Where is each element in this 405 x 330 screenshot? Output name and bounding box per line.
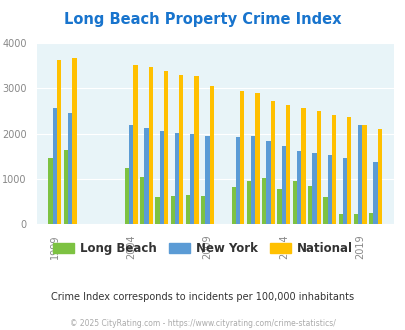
Bar [190,134,194,224]
Bar [255,93,259,224]
Bar [72,58,77,224]
Bar [148,67,153,224]
Bar [357,125,362,224]
Bar [285,105,290,224]
Bar [159,131,164,224]
Bar [64,149,68,224]
Bar [205,136,209,224]
Bar [311,153,316,224]
Bar [68,113,72,224]
Bar [179,75,183,224]
Bar [377,129,381,224]
Bar [301,108,305,224]
Text: © 2025 CityRating.com - https://www.cityrating.com/crime-statistics/: © 2025 CityRating.com - https://www.city… [70,319,335,328]
Bar [368,213,373,224]
Bar [316,112,320,224]
Bar [251,136,255,224]
Bar [266,141,270,224]
Bar [170,196,175,224]
Bar [353,214,357,224]
Text: Crime Index corresponds to incidents per 100,000 inhabitants: Crime Index corresponds to incidents per… [51,292,354,302]
Bar [338,214,342,224]
Bar [362,124,366,224]
Bar [48,158,53,224]
Bar [129,124,133,224]
Bar [235,137,240,224]
Bar [144,128,148,224]
Bar [270,101,274,224]
Bar [296,151,301,224]
Bar [277,189,281,224]
Bar [231,187,235,224]
Bar [307,186,311,224]
Bar [373,162,377,224]
Bar [124,168,129,224]
Bar [133,65,137,224]
Bar [155,197,159,224]
Bar [185,195,190,224]
Bar [246,181,251,224]
Text: Long Beach Property Crime Index: Long Beach Property Crime Index [64,12,341,26]
Bar [281,147,285,224]
Bar [164,72,168,224]
Bar [342,158,346,224]
Bar [140,177,144,224]
Bar [209,86,213,224]
Bar [200,196,205,224]
Bar [292,181,296,224]
Bar [346,117,350,224]
Bar [175,133,179,224]
Bar [322,197,327,224]
Bar [262,178,266,224]
Bar [53,108,57,224]
Legend: Long Beach, New York, National: Long Beach, New York, National [48,237,357,260]
Bar [331,115,335,224]
Bar [57,60,61,224]
Bar [240,91,244,224]
Bar [327,154,331,224]
Bar [194,77,198,224]
